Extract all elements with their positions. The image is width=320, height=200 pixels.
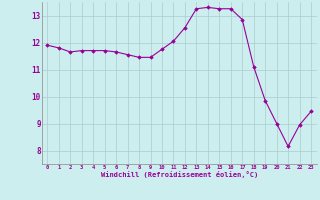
X-axis label: Windchill (Refroidissement éolien,°C): Windchill (Refroidissement éolien,°C)	[100, 171, 258, 178]
